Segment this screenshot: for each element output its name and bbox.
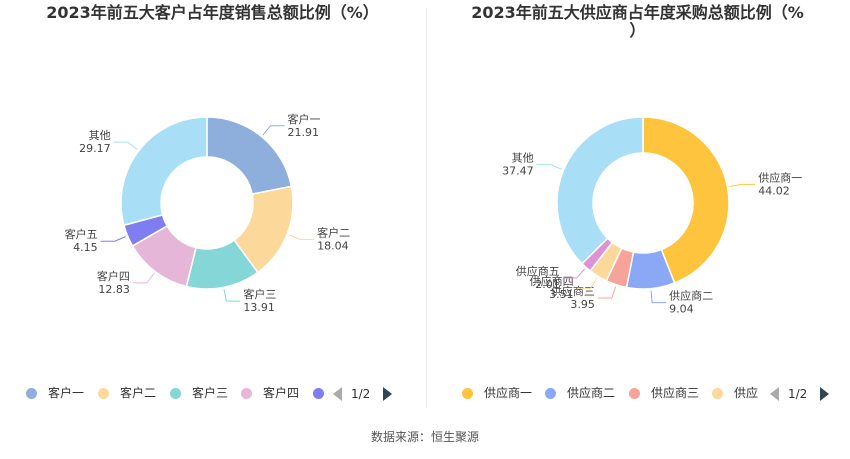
donut-slice-6[interactable] (556, 116, 644, 265)
legend-label: 客户二 (120, 386, 157, 400)
legend-label: 供应商二 (567, 386, 616, 400)
slice-category-label: 客户五 (65, 227, 98, 241)
slice-category-label: 客户一 (288, 112, 321, 126)
slice-category-label: 供应商一 (758, 170, 802, 184)
slice-category-label: 供应商四 (530, 274, 574, 288)
chart-title-line: ） (629, 21, 646, 40)
legend-item[interactable]: 客户二 (98, 385, 178, 401)
sales-legend: 客户一 客户二 客户三 客户四 1/2 (0, 380, 425, 406)
legend-label: 客户四 (263, 386, 300, 400)
slice-value-label: 13.91 (243, 301, 274, 314)
legend-label: 客户一 (48, 386, 85, 400)
legend-page-indicator: 1/2 (351, 387, 371, 401)
slice-category-label: 客户二 (317, 225, 350, 239)
legend-marker (98, 388, 109, 399)
legend-marker (629, 388, 640, 399)
legend-marker (545, 388, 556, 399)
donut-slice-6[interactable] (120, 116, 208, 227)
legend-next-page-icon[interactable] (383, 387, 392, 401)
sales-chart-panel: 2023年前五大客户占年度销售总额比例（%） 客户一 21.91 客户二 18.04 客… (0, 0, 425, 420)
slice-category-label: 供应商三 (551, 284, 595, 298)
slice-value-label: 4.15 (73, 241, 98, 254)
legend-next-page-icon[interactable] (820, 387, 829, 401)
label-leader-line (100, 236, 126, 242)
slice-value-label: 44.02 (758, 184, 790, 197)
legend-marker (462, 388, 473, 399)
legend-item[interactable]: 供应商二 (545, 385, 625, 401)
legend-page-indicator: 1/2 (788, 387, 808, 401)
legend-item[interactable] (313, 385, 329, 401)
legend-item[interactable]: 供应商一 (462, 385, 542, 401)
slice-category-label: 客户三 (243, 287, 276, 301)
slice-value-label: 2.01 (535, 278, 560, 291)
slice-value-label: 21.91 (288, 126, 320, 139)
purchase-chart-panel: 2023年前五大供应商占年度采购总额比例（% ） 供应商一 44.02 供应商二 9.… (425, 0, 850, 420)
legend-label: 客户三 (192, 386, 229, 400)
legend-marker (712, 388, 723, 399)
label-leader-line (223, 289, 241, 302)
legend-marker (26, 388, 37, 399)
legend-item[interactable]: 客户四 (241, 385, 321, 401)
slice-category-label: 其他 (89, 129, 111, 142)
legend-pager: 1/2 (770, 385, 832, 403)
legend-label: 供应商一 (484, 386, 533, 400)
slice-value-label: 3.95 (570, 298, 595, 311)
chart-title: 2023年前五大供应商占年度采购总额比例（% ） (425, 4, 850, 40)
legend-item[interactable]: 客户一 (26, 385, 106, 401)
slice-value-label: 37.47 (502, 165, 534, 178)
slice-value-label: 12.83 (98, 283, 130, 296)
legend-item[interactable]: 供应商三 (629, 385, 709, 401)
label-leader-line (576, 277, 598, 289)
label-leader-line (536, 164, 562, 170)
slice-value-label: 9.04 (669, 303, 694, 316)
legend-item[interactable]: 供应 (712, 385, 760, 401)
slice-value-label: 3.51 (549, 288, 574, 301)
legend-prev-page-icon[interactable] (770, 387, 779, 401)
slice-category-label: 客户四 (97, 269, 130, 283)
slice-category-label: 供应商五 (516, 264, 560, 278)
label-leader-line (262, 125, 285, 136)
label-leader-line (729, 183, 756, 188)
label-leader-line (650, 290, 667, 304)
label-leader-line (562, 268, 586, 279)
legend-label: 供应商三 (651, 386, 700, 400)
chart-title-line: 2023年前五大供应商占年度采购总额比例（% (471, 3, 804, 22)
data-source-note: 数据来源：恒生聚源 (370, 430, 479, 444)
legend-marker (241, 388, 252, 399)
label-leader-line (597, 286, 617, 299)
panel-divider (426, 8, 427, 408)
label-leader-line (288, 234, 315, 240)
legend-item[interactable]: 客户三 (170, 385, 250, 401)
donut-slice-1[interactable] (642, 116, 730, 284)
chart-title: 2023年前五大客户占年度销售总额比例（%） (46, 3, 379, 22)
donut-slice-1[interactable] (206, 116, 293, 195)
slice-category-label: 其他 (512, 152, 534, 165)
legend-marker (313, 388, 324, 399)
slice-value-label: 29.17 (79, 142, 111, 155)
label-leader-line (113, 141, 138, 150)
legend-prev-page-icon[interactable] (333, 387, 342, 401)
legend-pager: 1/2 (333, 385, 395, 403)
purchase-legend: 供应商一 供应商二 供应商三 供应 1/2 (425, 380, 850, 406)
legend-marker (170, 388, 181, 399)
slice-category-label: 供应商二 (669, 289, 713, 303)
slice-value-label: 18.04 (317, 239, 349, 252)
legend-label: 供应 (734, 386, 759, 400)
label-leader-line (132, 273, 155, 284)
